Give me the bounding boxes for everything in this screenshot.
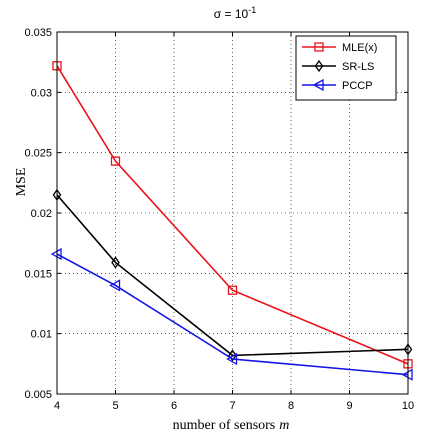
legend-items: MLE(x) SR-LS PCCP xyxy=(302,42,377,92)
series-line-pccp xyxy=(56,253,409,376)
legend-item-pccp: PCCP xyxy=(302,78,373,92)
data-point-mle-x xyxy=(110,156,121,166)
x-tick-label: 5 xyxy=(112,400,118,412)
x-tick-label: 8 xyxy=(288,400,294,412)
data-point-sr-ls xyxy=(111,256,120,269)
legend-marker-sr-ls xyxy=(314,59,324,73)
y-axis-label: MSE xyxy=(14,168,29,197)
y-tick-label: 0.005 xyxy=(24,389,52,401)
data-point-pccp xyxy=(226,352,238,366)
plot-border xyxy=(56,31,409,395)
legend-label-sr-ls: SR-LS xyxy=(342,61,374,73)
x-tick-labels: 4 5 6 7 8 9 10 xyxy=(54,400,414,412)
chart-title-text: σ = 10 xyxy=(214,7,249,21)
legend-label-mle-x: MLE(x) xyxy=(342,42,377,54)
legend-marker-pccp xyxy=(312,78,324,92)
x-tick-label: 6 xyxy=(171,400,177,412)
x-axis-label-var: m xyxy=(279,418,289,433)
legend-marker-mle-x xyxy=(314,42,324,52)
legend-label-pccp: PCCP xyxy=(342,80,373,92)
y-tick-label: 0.015 xyxy=(24,268,52,280)
y-tick-label: 0.01 xyxy=(31,329,52,341)
y-tick-label: 0.035 xyxy=(24,27,52,39)
y-tick-label: 0.03 xyxy=(31,87,52,99)
data-point-pccp xyxy=(109,279,121,292)
x-tick-label: 7 xyxy=(229,400,235,412)
x-axis-label: number of sensors m xyxy=(173,418,290,433)
data-point-sr-ls xyxy=(228,349,237,362)
series-line-sr-ls xyxy=(56,194,409,357)
chart-title: σ = 10-1 xyxy=(214,5,256,21)
legend-item-sr-ls: SR-LS xyxy=(302,59,374,73)
legend-item-mle-x: MLE(x) xyxy=(302,42,377,54)
y-tick-label: 0.02 xyxy=(31,208,52,220)
x-tick-label: 4 xyxy=(54,400,60,412)
series-line-mle-x xyxy=(56,65,409,365)
x-axis-label-text: number of sensors xyxy=(173,418,276,433)
y-tick-label: 0.025 xyxy=(24,148,52,160)
legend: MLE(x) SR-LS PCCP xyxy=(295,35,397,101)
chart-title-exponent: -1 xyxy=(248,5,256,15)
y-tick-labels: 0.005 0.01 0.015 0.02 0.025 0.03 0.035 xyxy=(24,27,52,401)
data-point-mle-x xyxy=(227,285,238,295)
x-tick-label: 10 xyxy=(402,400,414,412)
x-tick-label: 9 xyxy=(346,400,352,412)
